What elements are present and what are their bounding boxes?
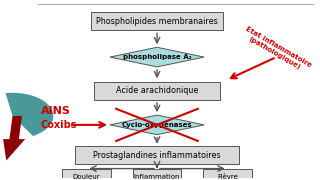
Text: Etat inflammatoire
(pathologique): Etat inflammatoire (pathologique) (241, 26, 312, 74)
FancyBboxPatch shape (133, 169, 181, 180)
Polygon shape (3, 116, 25, 161)
Text: Acide arachidonique: Acide arachidonique (116, 86, 198, 95)
Text: Prostaglandines inflammatoires: Prostaglandines inflammatoires (93, 151, 221, 160)
Text: Inflammation: Inflammation (134, 174, 180, 180)
Text: phospholipase A₂: phospholipase A₂ (123, 54, 191, 60)
Polygon shape (110, 47, 204, 67)
Text: AINS: AINS (41, 106, 71, 116)
FancyBboxPatch shape (203, 169, 252, 180)
Text: Douleur: Douleur (73, 174, 100, 180)
Polygon shape (110, 115, 204, 135)
Text: Fièvre: Fièvre (217, 174, 238, 180)
FancyBboxPatch shape (91, 12, 223, 30)
FancyBboxPatch shape (76, 146, 239, 164)
FancyBboxPatch shape (62, 169, 111, 180)
Text: Coxibs: Coxibs (41, 120, 77, 130)
Text: Cyclo-oxygénases: Cyclo-oxygénases (122, 121, 192, 128)
FancyBboxPatch shape (94, 82, 220, 100)
Wedge shape (5, 93, 53, 136)
Text: Phospholipides membranaires: Phospholipides membranaires (96, 17, 218, 26)
